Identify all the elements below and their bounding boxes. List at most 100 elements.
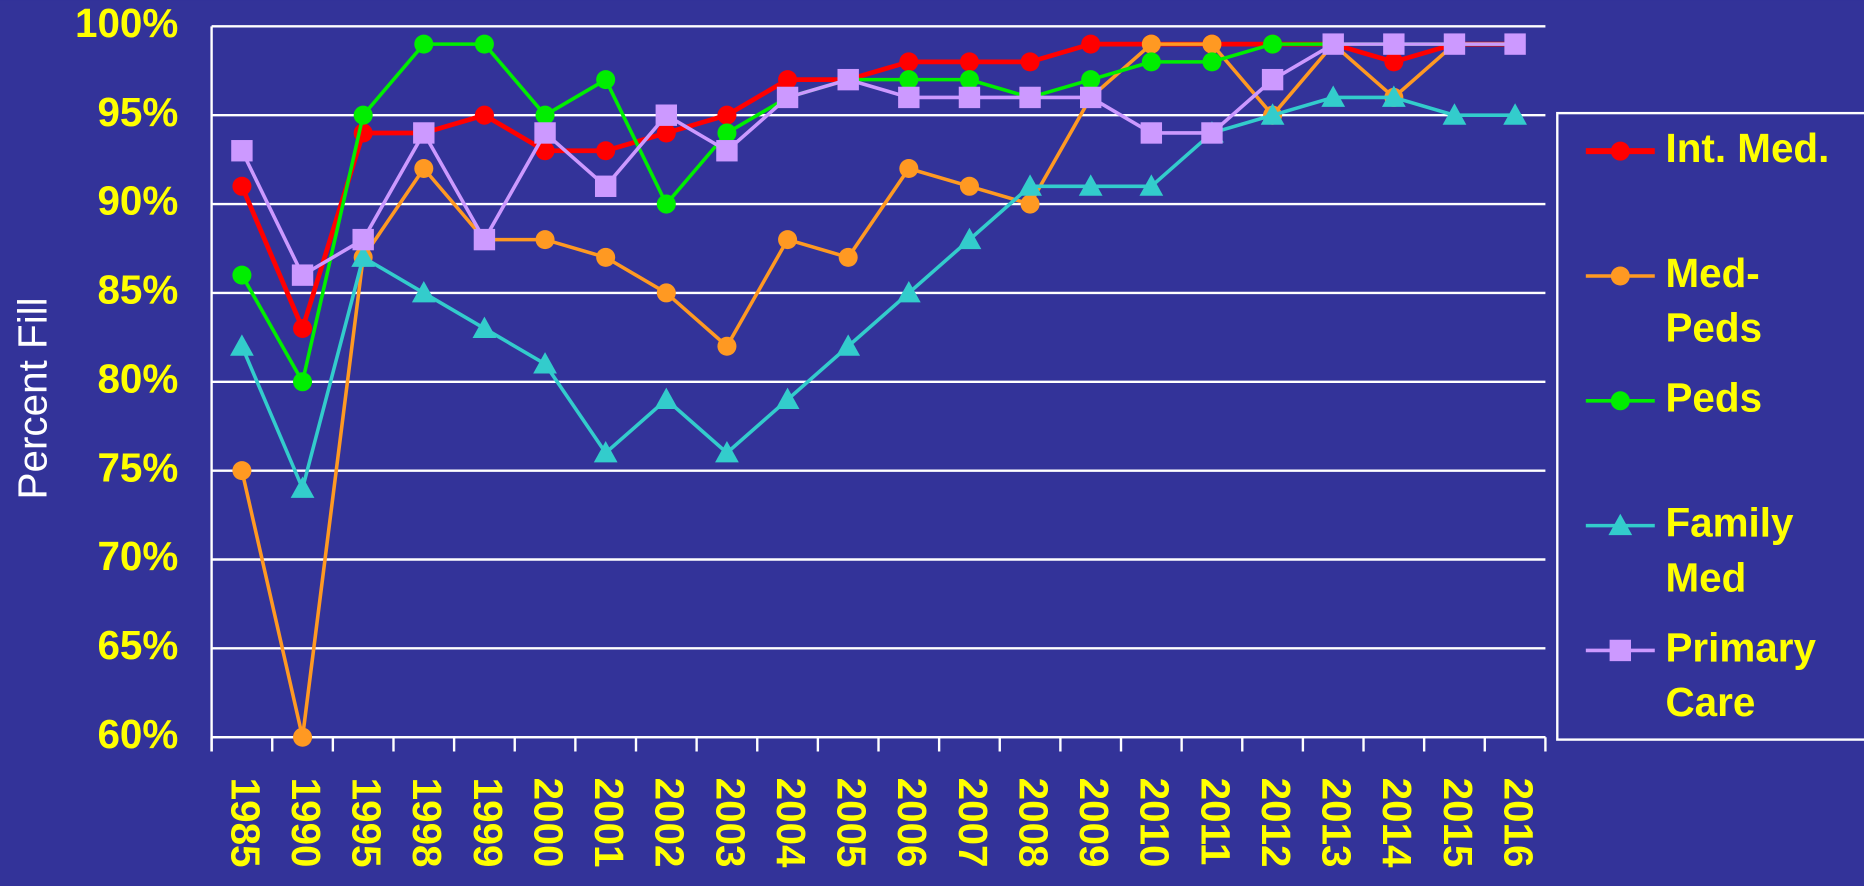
y-tick-label: 75%	[97, 444, 178, 490]
data-point	[535, 230, 555, 250]
data-point	[837, 68, 859, 91]
data-point	[656, 283, 676, 303]
data-point	[232, 176, 252, 196]
data-point	[1020, 52, 1040, 72]
data-point	[957, 227, 982, 250]
data-point	[230, 334, 254, 356]
data-point	[775, 387, 800, 410]
x-tick-label: 2002	[647, 778, 693, 868]
data-point	[411, 281, 436, 303]
data-point	[231, 140, 253, 162]
data-point	[1078, 174, 1103, 196]
legend-marker	[1610, 141, 1630, 161]
data-point	[352, 228, 374, 251]
legend-box	[1556, 111, 1864, 741]
data-point	[290, 476, 315, 498]
legend-item: Family Med	[1585, 499, 1794, 600]
data-point	[535, 105, 555, 125]
data-point	[293, 727, 313, 747]
data-point	[1322, 33, 1344, 55]
data-point	[1202, 34, 1222, 54]
data-point	[654, 387, 679, 410]
x-tick-label: 2006	[889, 778, 935, 868]
data-point	[414, 34, 434, 54]
series	[231, 33, 1526, 286]
legend-label-line: Peds	[1665, 304, 1762, 350]
legend-label-line: Family	[1665, 499, 1794, 545]
series-line	[240, 42, 1516, 278]
data-point	[717, 105, 737, 125]
legend-label: Med- Peds	[1665, 250, 1762, 351]
data-point	[293, 372, 313, 392]
x-tick-label: 2005	[829, 778, 875, 868]
data-point	[776, 86, 799, 109]
y-axis-title: Percent Fill	[9, 297, 55, 499]
data-point	[596, 70, 616, 90]
data-point	[1384, 52, 1404, 72]
data-point	[1202, 52, 1222, 72]
legend-marker	[1608, 513, 1633, 536]
legend-item: Peds	[1585, 374, 1762, 420]
data-point	[1081, 70, 1101, 90]
legend-marker	[1609, 639, 1631, 662]
data-point	[896, 281, 921, 303]
data-point	[1080, 86, 1102, 109]
data-point	[533, 352, 557, 374]
data-point	[717, 123, 737, 143]
x-tick-label: 2011	[1192, 778, 1238, 866]
x-tick-label: 2008	[1010, 778, 1056, 868]
data-point	[1141, 34, 1161, 54]
data-point	[593, 440, 618, 463]
series-line	[240, 95, 1516, 494]
data-point	[958, 86, 981, 109]
data-point	[656, 123, 676, 143]
data-point	[1139, 174, 1164, 196]
legend-label: Family Med	[1665, 499, 1794, 600]
x-tick-label: 2015	[1435, 778, 1481, 868]
x-tick-label: 2014	[1374, 778, 1420, 868]
data-point	[1140, 122, 1163, 144]
y-tick-label: 95%	[97, 89, 178, 135]
x-tick-label: 2012	[1253, 778, 1299, 868]
legend-item: Primary Care	[1585, 624, 1817, 725]
y-tick-label: 65%	[97, 622, 178, 668]
data-point	[232, 461, 252, 481]
data-point	[778, 70, 798, 90]
x-tick-label: 2013	[1314, 778, 1360, 868]
x-tick-label: 2016	[1495, 778, 1541, 868]
legend-label: Peds	[1665, 374, 1762, 420]
data-point	[656, 194, 676, 214]
legend-label: Primary Care	[1665, 624, 1816, 725]
x-tick-label: 1998	[404, 778, 450, 868]
x-tick-label: 1999	[465, 778, 511, 868]
series	[230, 85, 1527, 498]
data-point	[959, 70, 979, 90]
data-point	[1260, 103, 1285, 125]
data-point	[899, 70, 919, 90]
data-point	[1261, 68, 1284, 91]
series-line	[240, 42, 1516, 387]
x-tick-label: 2010	[1132, 778, 1178, 868]
data-point	[232, 265, 252, 285]
data-point	[959, 52, 979, 72]
data-point	[715, 440, 739, 463]
data-point	[1019, 86, 1041, 109]
y-tick-label: 80%	[97, 355, 178, 401]
data-point	[473, 228, 496, 251]
data-point	[778, 230, 798, 250]
series-line	[240, 41, 1516, 738]
data-point	[1383, 33, 1405, 55]
data-point	[899, 52, 919, 72]
data-point	[1201, 122, 1223, 144]
legend-marker	[1610, 266, 1630, 286]
legend-label-line: Primary	[1665, 624, 1816, 670]
data-point	[959, 176, 979, 196]
data-point	[716, 140, 738, 162]
data-point	[836, 334, 861, 356]
data-point	[1020, 194, 1040, 214]
x-tick-label: 2009	[1071, 778, 1117, 868]
x-tick-label: 2001	[586, 778, 632, 868]
data-point	[291, 264, 314, 286]
